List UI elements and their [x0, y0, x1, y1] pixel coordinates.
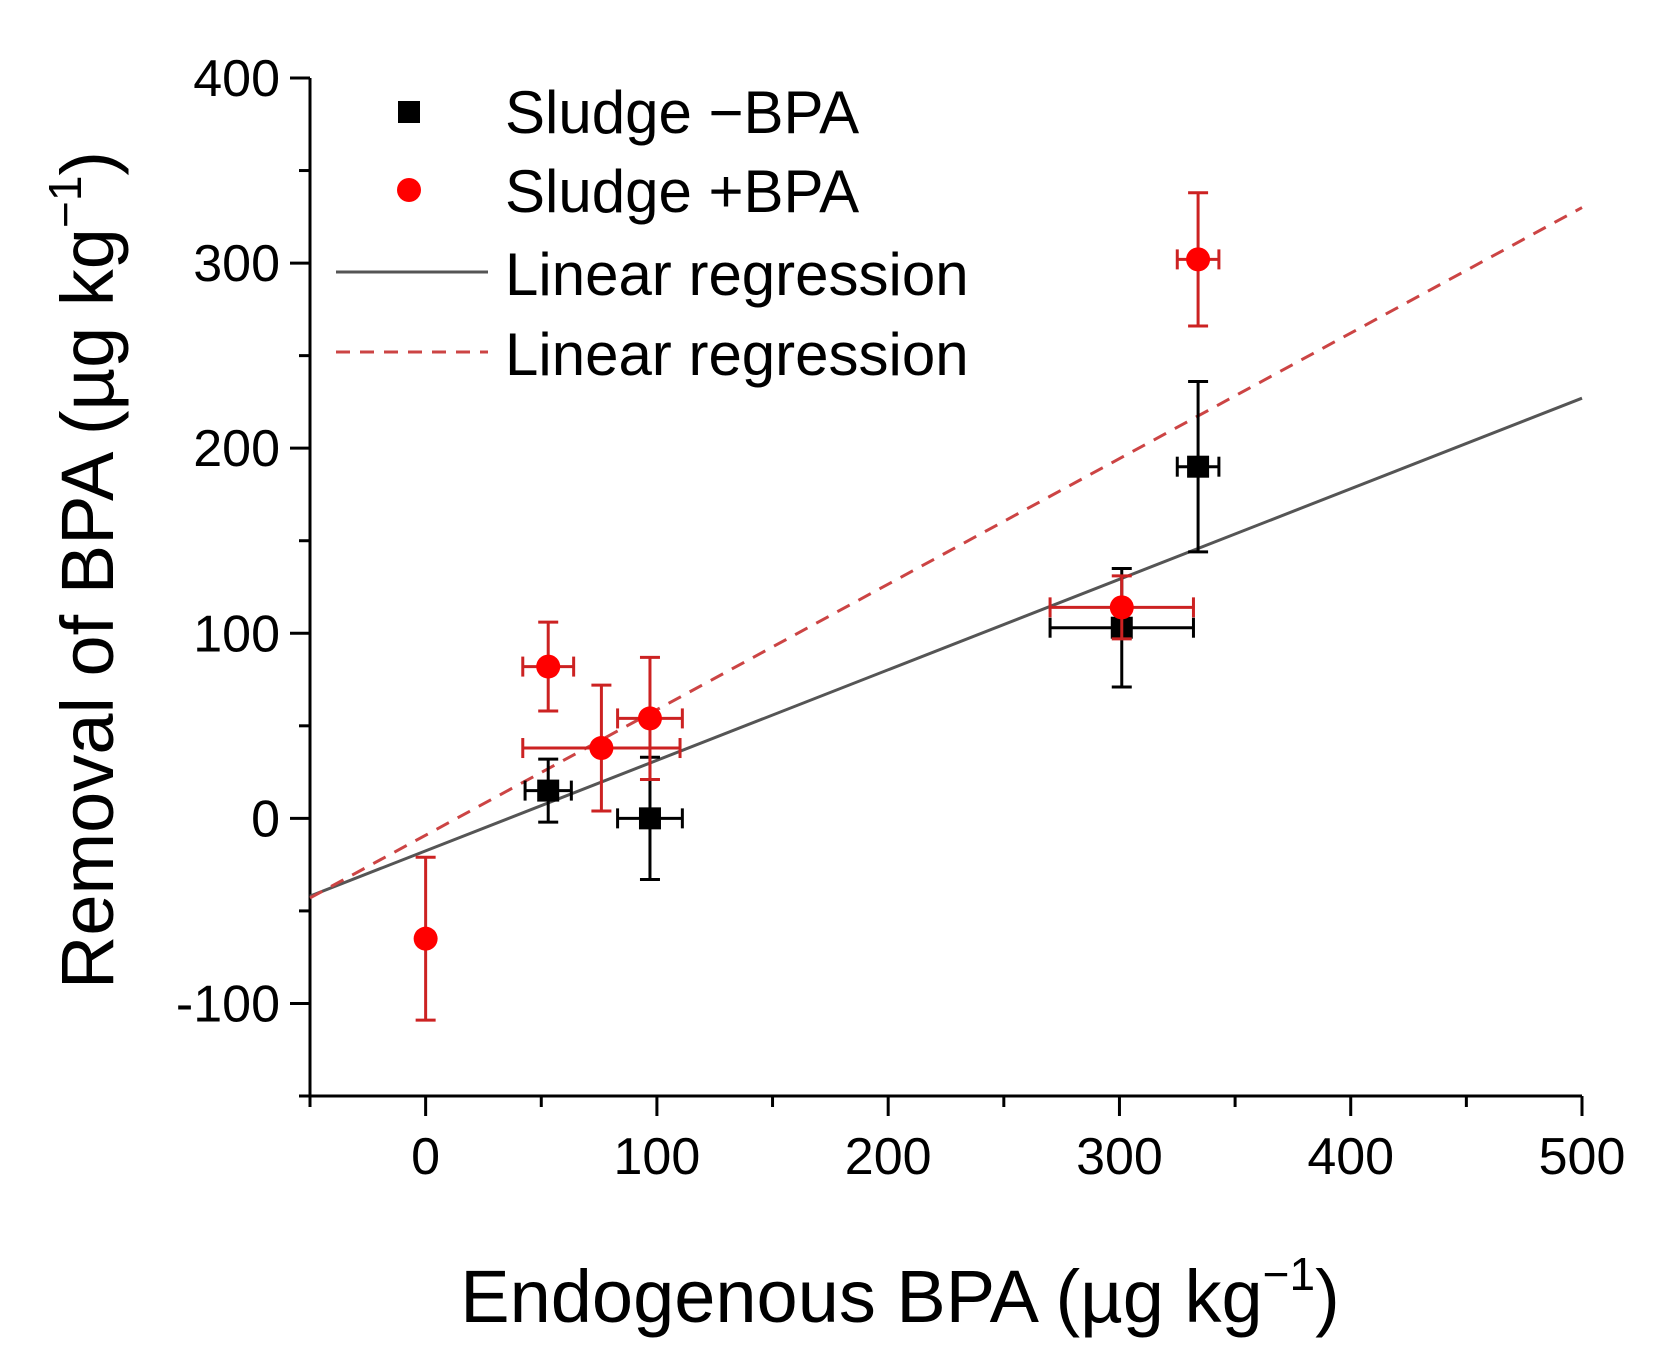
- x-tick-label: 0: [411, 1128, 440, 1186]
- data-point-square: [537, 779, 560, 802]
- series-sludge-minus-bpa: [523, 380, 1221, 881]
- y-axis-label-sup: −1: [39, 176, 91, 228]
- data-point-circle: [1186, 247, 1211, 272]
- x-tick-label: 300: [1076, 1128, 1163, 1186]
- regression-line-dashed: [309, 206, 1583, 900]
- regression-line-solid: [309, 396, 1583, 898]
- legend-label-sludge-plus-bpa: Sludge +BPA: [505, 158, 859, 225]
- y-tick-label: 300: [193, 235, 280, 293]
- legend-marker-sludge-minus-bpa: [398, 101, 420, 123]
- y-axis-label-main: Removal of BPA (µg kg: [46, 228, 129, 989]
- legend: Sludge −BPA Sludge +BPA Linear regressio…: [336, 79, 969, 388]
- axes: [308, 78, 1582, 1098]
- regression-lines: [309, 206, 1583, 900]
- data-point-square: [1187, 455, 1210, 478]
- y-axis-label: Removal of BPA (µg kg−1): [39, 151, 129, 989]
- series-sludge-plus-bpa: [413, 191, 1221, 1022]
- data-markers: [413, 191, 1221, 1022]
- data-point-square: [638, 807, 661, 830]
- y-tick-label: 0: [251, 790, 280, 848]
- x-tick-label: 500: [1539, 1128, 1626, 1186]
- legend-label-regression-solid: Linear regression: [505, 241, 969, 308]
- x-tick-label: 400: [1307, 1128, 1394, 1186]
- ticks: 0 100 200 300 400 500 -100 0 100 200 300 400: [176, 50, 1625, 1186]
- x-axis-label-sup: −1: [1263, 1248, 1315, 1300]
- y-tick-label: -100: [176, 975, 280, 1033]
- data-point-circle: [589, 736, 614, 761]
- y-tick-label: 400: [193, 50, 280, 108]
- legend-label-regression-dashed: Linear regression: [505, 321, 969, 388]
- x-axis-label: Endogenous BPA (µg kg−1): [460, 1248, 1339, 1338]
- x-axis-label-main: Endogenous BPA (µg kg: [460, 1255, 1262, 1338]
- data-point-circle: [1109, 595, 1134, 620]
- y-tick-label: 100: [193, 605, 280, 663]
- legend-marker-sludge-plus-bpa: [397, 178, 421, 202]
- x-tick-label: 200: [845, 1128, 932, 1186]
- y-tick-label: 200: [193, 420, 280, 478]
- legend-label-sludge-minus-bpa: Sludge −BPA: [505, 79, 859, 146]
- y-axis-label-end: ): [46, 151, 129, 176]
- data-point-circle: [637, 706, 662, 731]
- data-point-circle: [536, 654, 561, 679]
- x-axis-label-end: ): [1315, 1255, 1340, 1338]
- x-tick-label: 100: [614, 1128, 701, 1186]
- data-point-circle: [413, 926, 438, 951]
